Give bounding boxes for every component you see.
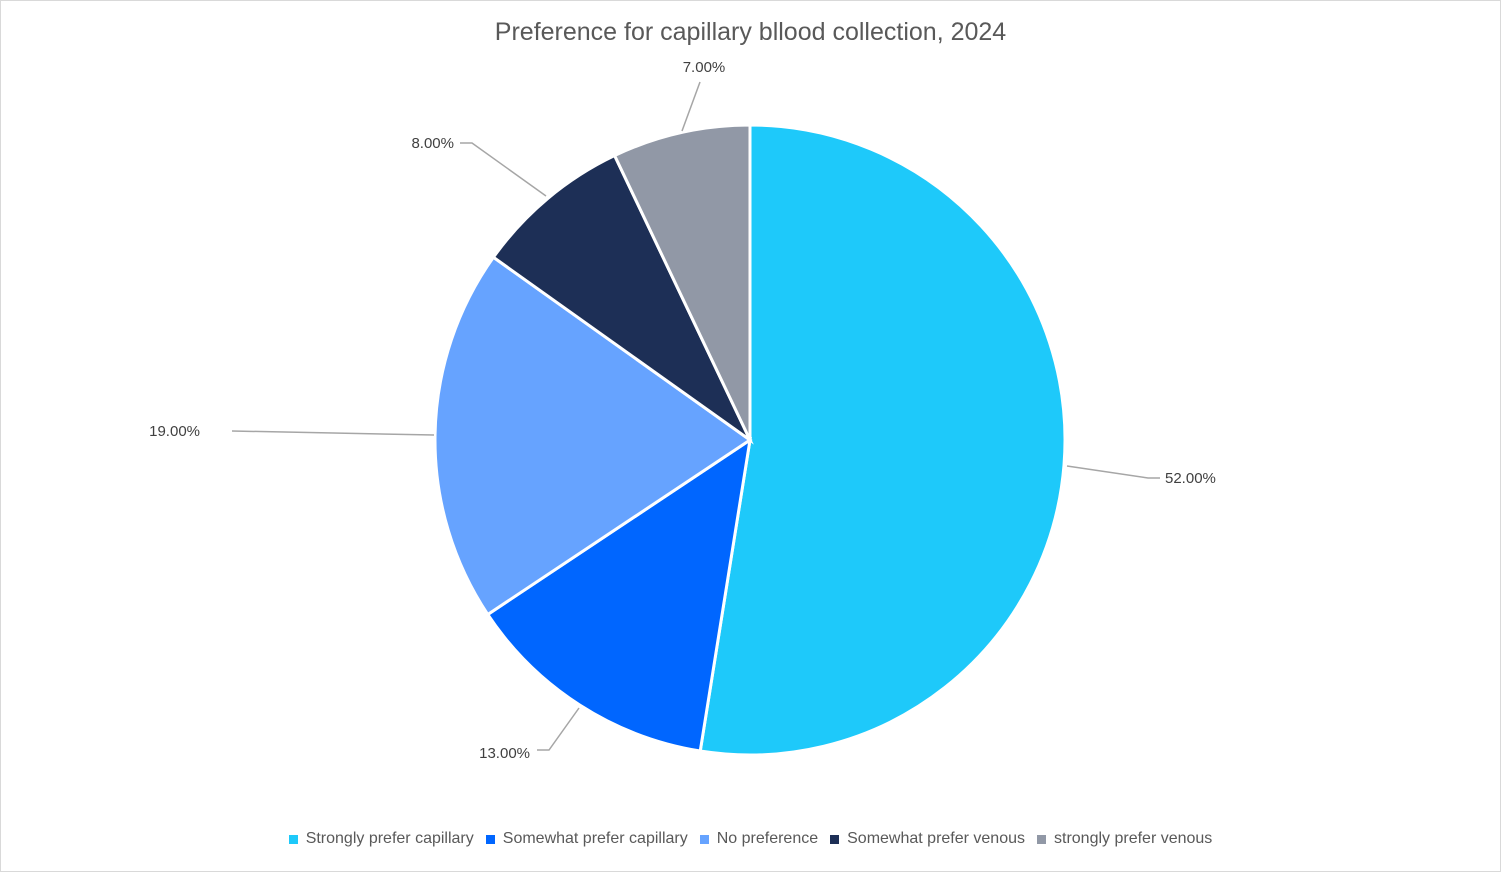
- legend-swatch: [288, 834, 298, 844]
- data-label-5: 7.00%: [683, 59, 726, 76]
- legend-label: Somewhat prefer capillary: [502, 830, 688, 847]
- legend-item: strongly prefer venous: [1037, 830, 1212, 848]
- legend-item: Somewhat prefer venous: [830, 830, 1025, 848]
- legend-label: Somewhat prefer venous: [847, 830, 1025, 847]
- legend-label: Strongly prefer capillary: [305, 830, 474, 847]
- pie-slice-2: [485, 436, 753, 753]
- legend-swatch: [1037, 834, 1046, 844]
- legend-label: strongly prefer venous: [1054, 830, 1213, 847]
- leader-line-1: [1066, 465, 1160, 479]
- data-label-2: 13.00%: [479, 745, 530, 762]
- legend-item: Somewhat prefer capillary: [485, 830, 688, 848]
- data-label-3: 19.00%: [149, 423, 200, 440]
- legend-swatch: [830, 834, 840, 844]
- legend-item: Strongly prefer capillary: [288, 830, 474, 848]
- legend-swatch: [699, 834, 709, 844]
- leader-line-5: [681, 81, 701, 132]
- legend: Strongly prefer capillary Somewhat prefer…: [0, 830, 1501, 848]
- legend-item: No preference: [699, 830, 819, 848]
- leader-line-2: [537, 707, 580, 751]
- pie-slice-1: [698, 123, 1067, 757]
- pie-slice-3: [433, 255, 753, 617]
- pie-slice-5: [612, 123, 752, 441]
- data-label-4: 8.00%: [411, 135, 454, 152]
- pie-slice-4: [491, 153, 754, 445]
- legend-label: No preference: [716, 830, 819, 847]
- leader-line-3: [231, 430, 435, 436]
- data-label-1: 52.00%: [1165, 470, 1216, 487]
- leader-line-4: [460, 142, 547, 197]
- legend-swatch: [485, 834, 495, 844]
- chart-title: Preference for capillary bllood collecti…: [494, 18, 1007, 46]
